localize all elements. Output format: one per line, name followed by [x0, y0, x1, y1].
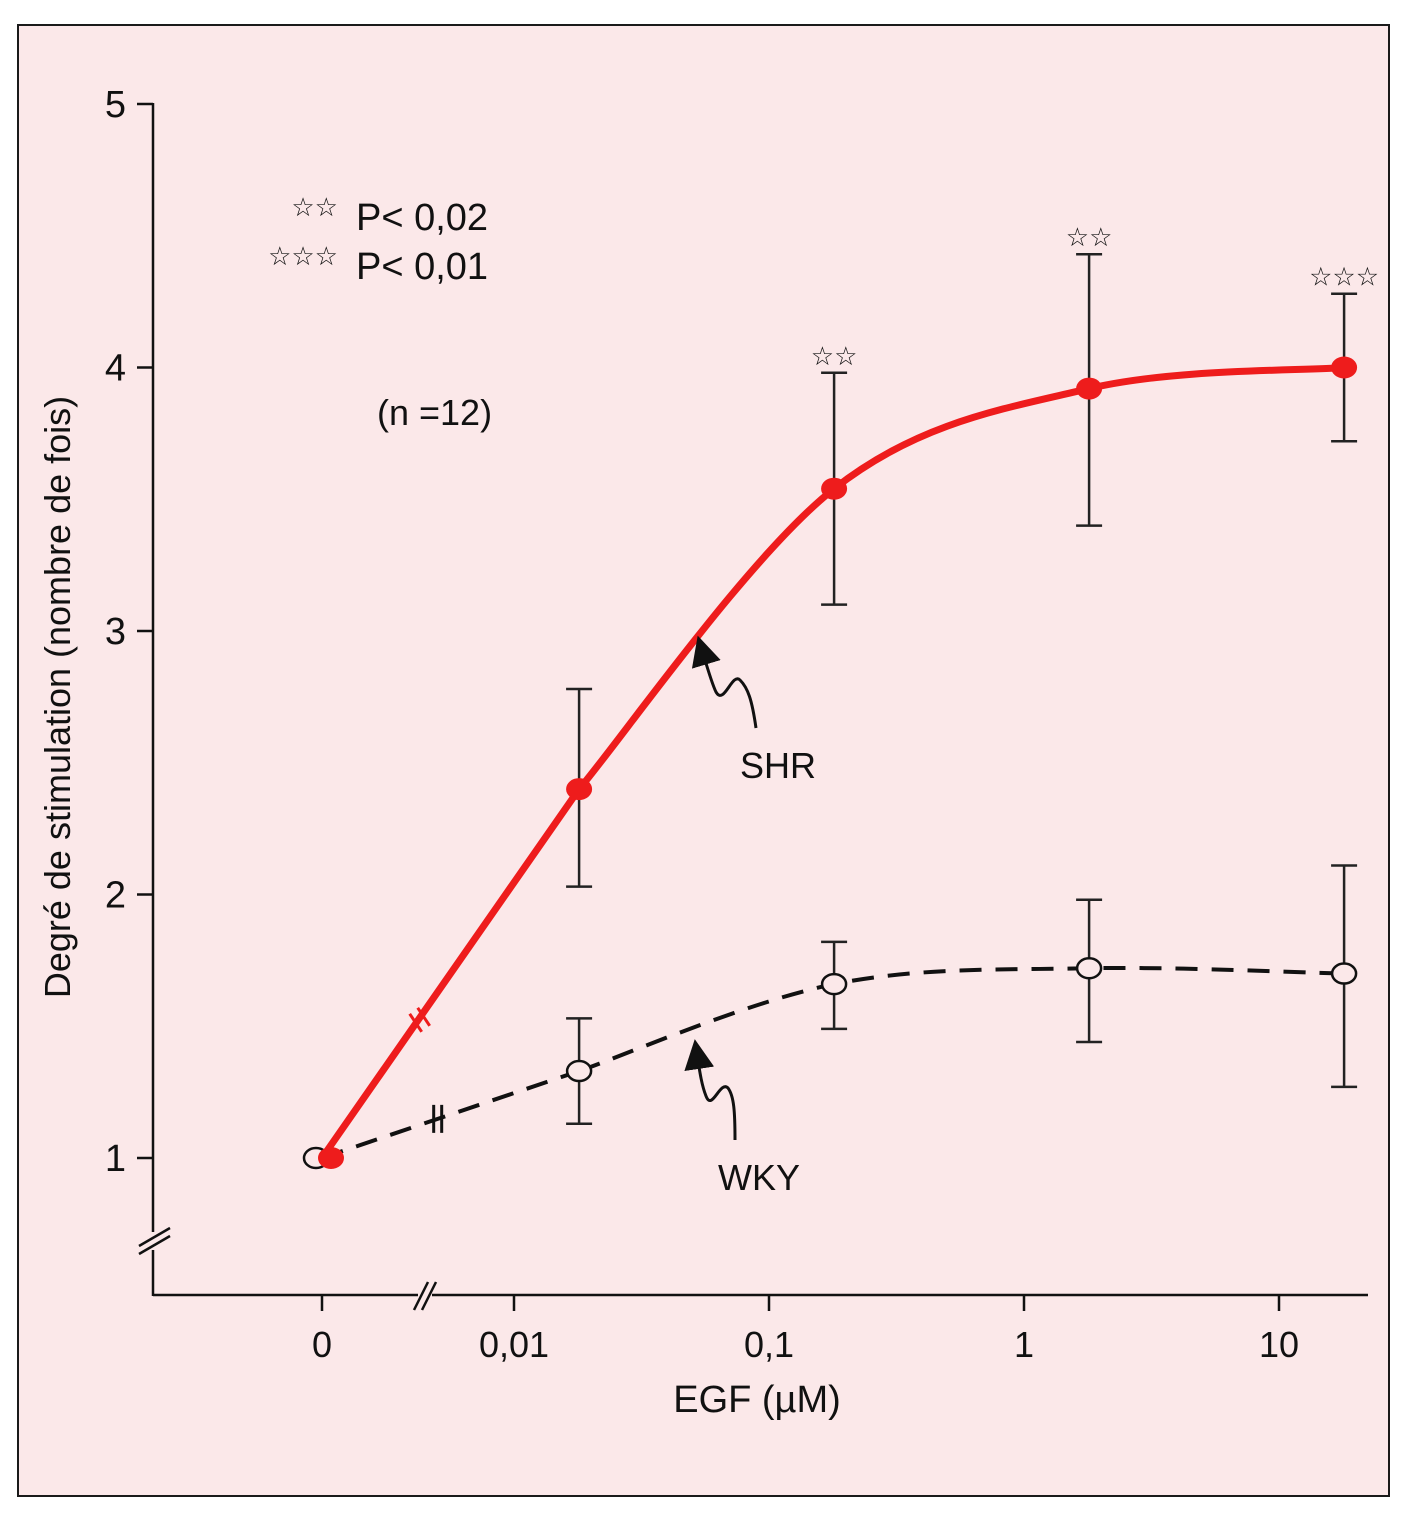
wky-point: [565, 1059, 593, 1083]
series-wky: [302, 864, 1358, 1170]
shr-point: [566, 778, 593, 801]
y-axis-break-icon: [138, 1226, 171, 1256]
shr-line-break: [408, 1012, 423, 1033]
shr-arrow-icon: [691, 635, 758, 729]
wky-arrow-icon: [684, 1039, 737, 1141]
y-tick-label: 1: [105, 1138, 126, 1180]
x-tick-label: 0,1: [744, 1324, 794, 1365]
wky-line-segment: [321, 1069, 580, 1160]
x-axis-break-icon: [412, 1281, 438, 1311]
x-tick-label: 10: [1259, 1324, 1299, 1365]
shr-point: [1331, 356, 1358, 379]
wky-pointer: WKY: [684, 1039, 800, 1198]
y-tick-label: 3: [105, 611, 126, 653]
wky-line: [578, 965, 1345, 1073]
legend-symbol: ☆☆: [291, 192, 338, 222]
legend: ☆☆ P< 0,02 ☆☆☆ P< 0,01: [268, 192, 488, 288]
x-axis: 0 0,01 0,1 1 10: [153, 1281, 1368, 1365]
x-tick-label: 0,01: [479, 1324, 549, 1365]
legend-label: P< 0,02: [356, 197, 488, 239]
wky-point: [820, 972, 848, 996]
shr-line: [575, 364, 1348, 793]
shr-point: [318, 1147, 344, 1169]
significance-stars: ☆☆: [1066, 222, 1113, 252]
wky-point: [1075, 957, 1103, 980]
legend-label: P< 0,01: [356, 246, 488, 288]
y-tick-label: 2: [105, 875, 126, 917]
y-tick-label: 5: [105, 84, 126, 126]
series-label-shr: SHR: [740, 745, 816, 786]
wky-point: [1330, 962, 1358, 985]
shr-line-break: [416, 1006, 431, 1027]
series-label-wky: WKY: [718, 1157, 800, 1198]
significance-stars: ☆☆: [811, 341, 858, 371]
sample-size-annotation: (n =12): [377, 392, 492, 433]
shr-point: [821, 477, 848, 500]
series-shr: ☆☆☆☆☆☆☆: [318, 222, 1379, 1169]
shr-pointer: SHR: [691, 635, 816, 786]
y-tick-label: 4: [105, 348, 126, 390]
x-tick-label: 1: [1014, 1324, 1034, 1365]
significance-stars: ☆☆☆: [1309, 262, 1379, 292]
y-axis: 1 2 3 4 5: [105, 84, 171, 1296]
legend-symbol: ☆☆☆: [268, 241, 338, 271]
shr-point: [1076, 377, 1103, 400]
y-axis-label: Degré de stimulation (nombre de fois): [37, 396, 78, 998]
shr-line-segment: [318, 785, 583, 1162]
x-axis-label: EGF (µM): [673, 1379, 841, 1421]
figure-frame: [17, 24, 1390, 1497]
x-tick-label: 0: [312, 1324, 332, 1365]
